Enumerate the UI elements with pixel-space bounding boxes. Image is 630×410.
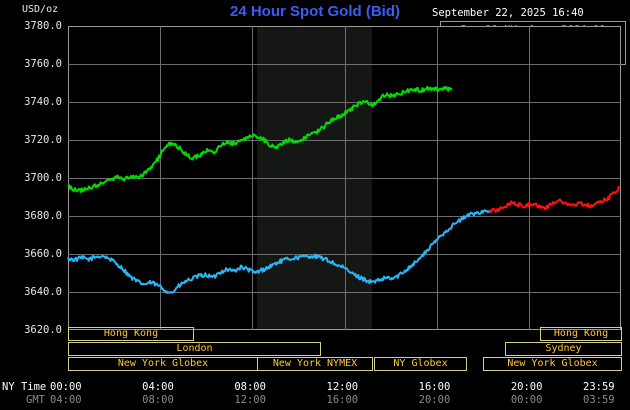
session-bar: Hong Kong bbox=[68, 327, 194, 341]
gridline-horizontal bbox=[68, 292, 621, 293]
y-axis-tick-label: 3780.0 bbox=[24, 20, 62, 32]
gridline-vertical bbox=[252, 26, 253, 330]
x-axis-tick-gmt: 12:00 bbox=[234, 394, 266, 406]
x-axis-tick-ny: 16:00 bbox=[418, 381, 451, 393]
session-bar: London bbox=[68, 342, 321, 356]
y-axis-tick-label: 3640.0 bbox=[24, 286, 62, 298]
x-axis-tick-ny: 08:00 bbox=[234, 381, 266, 393]
page-title: 24 Hour Spot Gold (Bid) bbox=[230, 3, 400, 20]
session-bar: Sydney bbox=[505, 342, 622, 356]
gridline-horizontal bbox=[68, 102, 621, 103]
x-axis-tick-ny: 23:59 bbox=[583, 381, 615, 393]
x-axis-tick-ny: 04:00 bbox=[142, 381, 174, 393]
x-axis-tick-gmt: 08:00 bbox=[142, 394, 174, 406]
gridline-vertical bbox=[529, 26, 530, 330]
x-axis-ny-row-label: NY Time bbox=[2, 381, 47, 393]
x-axis-tick-gmt: 04:00 bbox=[50, 394, 82, 406]
gridline-vertical bbox=[345, 26, 346, 330]
y-axis-unit-label: USD/oz bbox=[22, 4, 59, 15]
y-axis-tick-label: 3660.0 bbox=[24, 248, 62, 260]
x-axis-tick-gmt: 20:00 bbox=[418, 394, 451, 406]
x-axis-gmt-row-label: GMT bbox=[26, 394, 45, 406]
gridline-horizontal bbox=[68, 140, 621, 141]
session-bar: NY Globex bbox=[374, 357, 467, 371]
series-line-1 bbox=[67, 209, 491, 294]
gridline-vertical bbox=[160, 26, 161, 330]
x-axis-tick-gmt: 00:00 bbox=[510, 394, 543, 406]
series-line-2 bbox=[488, 185, 621, 214]
timestamp: September 22, 2025 16:40 bbox=[432, 7, 584, 19]
x-axis-tick-ny: 12:00 bbox=[326, 381, 359, 393]
gridline-horizontal bbox=[68, 178, 621, 179]
gridline-horizontal bbox=[68, 216, 621, 217]
gridline-vertical bbox=[437, 26, 438, 330]
x-axis-tick-ny: 20:00 bbox=[510, 381, 543, 393]
y-axis-tick-label: 3740.0 bbox=[24, 96, 62, 108]
series-line-3 bbox=[67, 85, 453, 193]
session-bar: New York NYMEX bbox=[257, 357, 373, 371]
y-axis-tick-label: 3720.0 bbox=[24, 134, 62, 146]
x-axis-tick-ny: 00:00 bbox=[50, 381, 82, 393]
session-bar: Hong Kong bbox=[540, 327, 622, 341]
gridline-horizontal bbox=[68, 64, 621, 65]
y-axis-tick-label: 3760.0 bbox=[24, 58, 62, 70]
y-axis-tick-label: 3700.0 bbox=[24, 172, 62, 184]
x-axis-tick-gmt: 03:59 bbox=[583, 394, 615, 406]
y-axis-tick-label: 3680.0 bbox=[24, 210, 62, 222]
y-axis-tick-label: 3620.0 bbox=[24, 324, 62, 336]
x-axis-tick-gmt: 16:00 bbox=[326, 394, 359, 406]
session-bar: New York Globex bbox=[483, 357, 622, 371]
gridline-horizontal bbox=[68, 254, 621, 255]
